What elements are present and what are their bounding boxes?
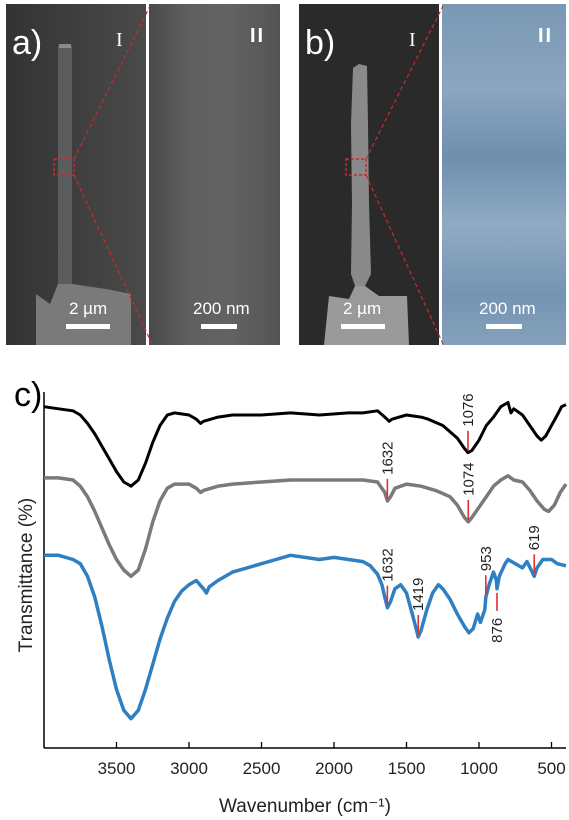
highlight-box-a [53, 158, 75, 176]
zoom-connector-lines [73, 5, 444, 345]
nanowire-micrograph-b [299, 4, 439, 345]
panel-b-left-scale-label: 2 µm [343, 299, 382, 318]
x-tick-label: 1500 [388, 759, 426, 778]
x-tick-label: 500 [537, 759, 565, 778]
panel-a-right-zoom-image: II 200 nm [149, 4, 280, 345]
connector-b-bottom [365, 174, 444, 345]
x-tick-label: 3500 [98, 759, 136, 778]
spectrum-series-3 [44, 553, 567, 721]
connector-a-bottom [73, 174, 153, 345]
nanowire-base-b [324, 286, 409, 345]
panel-a-left-sem-image: a) I 2 µm [6, 4, 146, 345]
panel-b-left-sem-image: b) I 2 µm [299, 4, 439, 345]
panel-b-left-scale-bar [341, 324, 385, 329]
panel-a-right-scale-label: 200 nm [193, 299, 250, 318]
nanowire-micrograph-a [6, 4, 146, 345]
spectrum-series-1 [43, 401, 567, 488]
panel-b-mark-i: I [409, 29, 416, 51]
peak-label-953: 953 [478, 546, 495, 571]
x-tick-label: 1000 [460, 759, 498, 778]
panel-a-left-scale-bar [66, 324, 110, 329]
panel-a-right-scale-bar [201, 324, 237, 329]
peak-label-1632: 1632 [379, 442, 396, 475]
spectrum-series-2 [44, 474, 568, 579]
peak-label-876: 876 [489, 618, 506, 643]
panel-b-right-scale-label: 200 nm [479, 299, 536, 318]
panel-a-mark-ii: II [250, 25, 266, 47]
peak-label-1632: 1632 [379, 548, 396, 581]
panel-b-right-zoom-image: II 200 nm [442, 4, 566, 345]
peak-label-1074: 1074 [460, 462, 477, 495]
ftir-chart: c) Transmittance (%) Wavenumber (cm⁻¹) 3… [14, 376, 568, 817]
nanowire-base-a [36, 284, 131, 345]
panel-b-mark-ii: II [538, 25, 554, 47]
peak-label-1419: 1419 [410, 578, 427, 611]
panel-label-c: c) [14, 376, 42, 414]
peak-label-1076: 1076 [460, 393, 477, 426]
connector-b-top [365, 5, 444, 160]
y-axis-label: Transmittance (%) [16, 498, 37, 653]
x-tick-label: 3000 [170, 759, 208, 778]
x-tick-label: 2500 [243, 759, 281, 778]
x-axis-label: Wavenumber (cm⁻¹) [219, 796, 391, 817]
highlight-box-b [345, 158, 367, 176]
panel-a-left-scale-label: 2 µm [69, 299, 108, 318]
nanowire-a [58, 46, 72, 296]
peak-label-619: 619 [526, 525, 543, 550]
panel-b-right-scale-bar [486, 324, 522, 329]
connector-a-top [73, 5, 151, 160]
panel-label-b: b) [305, 24, 336, 62]
panel-label-a: a) [12, 24, 43, 62]
panel-a-mark-i: I [116, 29, 123, 51]
x-tick-label: 2000 [315, 759, 353, 778]
